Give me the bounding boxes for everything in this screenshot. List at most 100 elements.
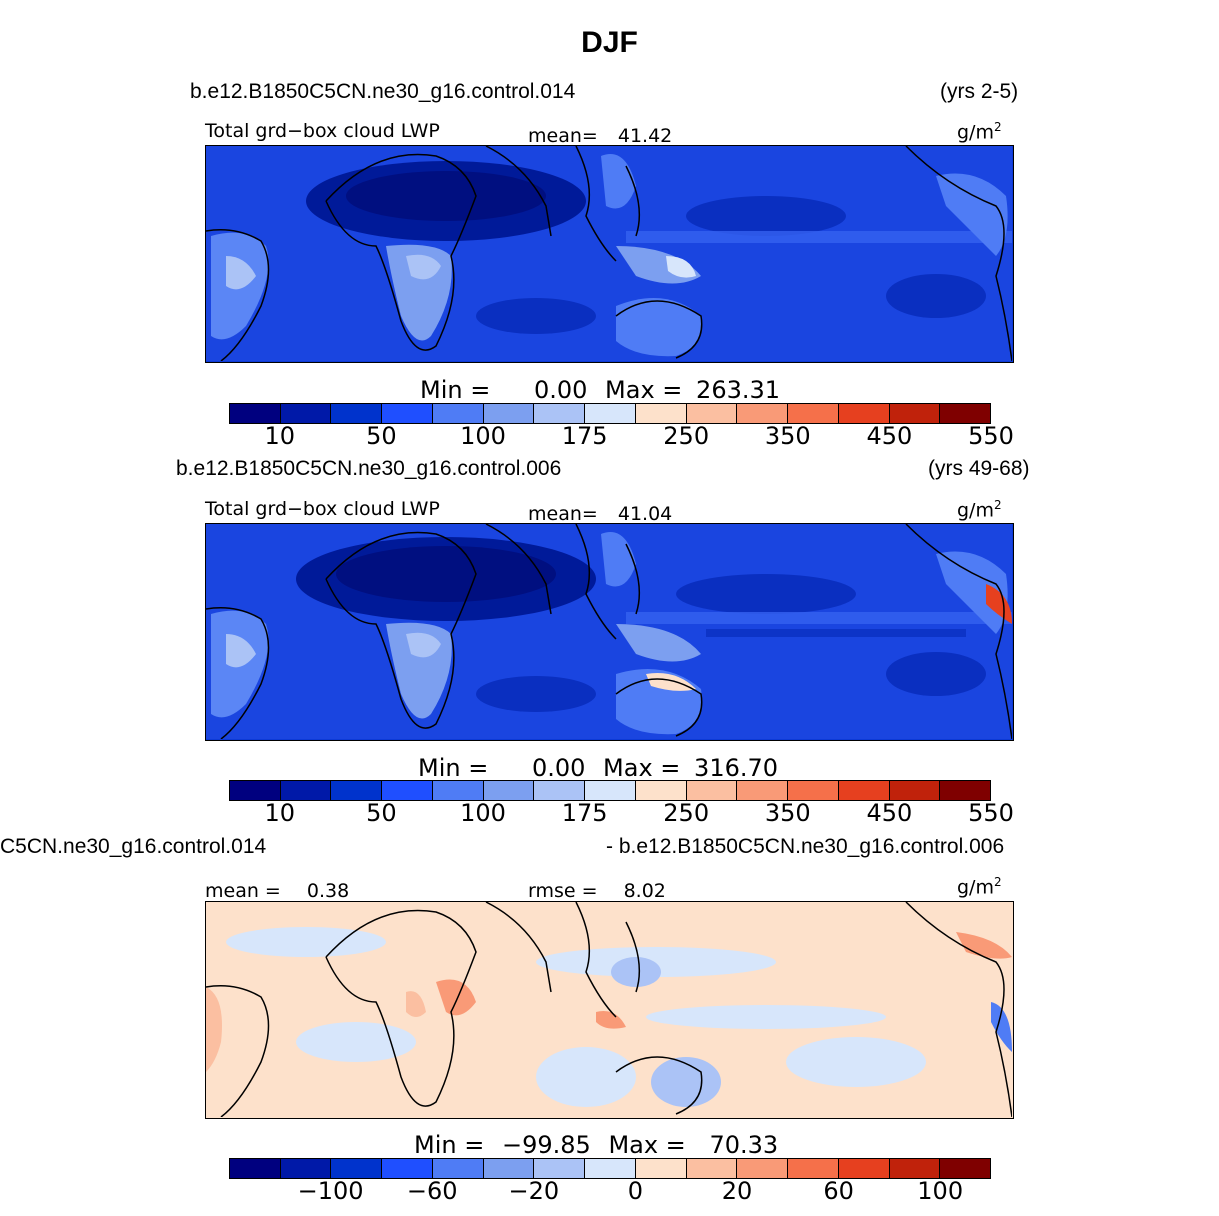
colorbar-tick-label: 50 bbox=[366, 422, 397, 450]
colorbar-box bbox=[230, 781, 281, 800]
panel2-units: g/m2 bbox=[957, 498, 1002, 521]
panel3-units-sup: 2 bbox=[993, 875, 1002, 889]
panel1-mean: mean= 41.42 bbox=[528, 125, 672, 147]
panel1-min-label: Min = bbox=[420, 376, 491, 404]
colorbar-box bbox=[331, 1159, 383, 1178]
panel3-min-max: Min = −99.85 Max = 70.33 bbox=[414, 1131, 778, 1159]
colorbar-box bbox=[940, 1159, 991, 1178]
colorbar-tick-label: 450 bbox=[866, 422, 913, 450]
panel1-units: g/m2 bbox=[957, 120, 1002, 143]
colorbar-tick-label: 20 bbox=[721, 1177, 753, 1205]
panel3-units: g/m2 bbox=[957, 875, 1002, 898]
panel1-colorbar bbox=[229, 403, 991, 424]
colorbar-box bbox=[331, 404, 383, 423]
panel1-map bbox=[205, 145, 1014, 363]
colorbar-tick-label: 175 bbox=[561, 422, 608, 450]
panel1-map-field bbox=[206, 146, 1013, 362]
colorbar-tick-label: 0 bbox=[627, 1177, 644, 1205]
colorbar-tick-label: 100 bbox=[460, 422, 506, 450]
colorbar-box bbox=[838, 1159, 890, 1178]
colorbar-box bbox=[280, 1159, 332, 1178]
panel1-units-base: g/m bbox=[957, 121, 994, 144]
colorbar-box bbox=[432, 1159, 484, 1178]
colorbar-tick-label: 550 bbox=[968, 799, 1014, 827]
panel3-mean-label: mean = bbox=[205, 880, 281, 902]
panel2-variable-label: Total grd−box cloud LWP bbox=[205, 498, 440, 520]
colorbar-box bbox=[889, 404, 941, 423]
colorbar-box bbox=[838, 781, 890, 800]
panel2-max-value: 316.70 bbox=[694, 754, 779, 782]
colorbar-box bbox=[635, 1159, 687, 1178]
panel1-max-value: 263.31 bbox=[696, 376, 781, 404]
panel2-colorbar bbox=[229, 780, 991, 801]
colorbar-box bbox=[737, 1159, 789, 1178]
colorbar-tick-label: 350 bbox=[764, 422, 811, 450]
colorbar-box bbox=[230, 404, 281, 423]
colorbar-box bbox=[737, 404, 789, 423]
panel3-case-name: C5CN.ne30_g16.control.014 bbox=[0, 835, 267, 858]
colorbar-box bbox=[382, 404, 433, 423]
colorbar-box bbox=[534, 404, 586, 423]
colorbar-box bbox=[940, 781, 991, 800]
colorbar-tick-label: 550 bbox=[968, 422, 1014, 450]
panel3-rmse-label: rmse = bbox=[528, 880, 598, 902]
panel3-max-label: Max = bbox=[608, 1131, 686, 1159]
panel2-map bbox=[205, 523, 1014, 741]
panel2-mean-label: mean= bbox=[528, 503, 598, 525]
colorbar-tick-label: 175 bbox=[561, 799, 608, 827]
colorbar-tick-label: 350 bbox=[764, 799, 811, 827]
colorbar-box bbox=[635, 404, 687, 423]
colorbar-tick-label: 450 bbox=[866, 799, 913, 827]
colorbar-box bbox=[940, 404, 991, 423]
panel3-units-base: g/m bbox=[957, 876, 994, 899]
colorbar-box bbox=[432, 781, 484, 800]
colorbar-box bbox=[737, 781, 789, 800]
colorbar-box bbox=[280, 404, 332, 423]
panel2-units-base: g/m bbox=[957, 499, 994, 522]
colorbar-tick-label: 10 bbox=[264, 422, 296, 450]
panel2-map-field bbox=[206, 524, 1013, 740]
colorbar-box bbox=[686, 404, 738, 423]
colorbar-tick-label: −100 bbox=[297, 1177, 364, 1205]
colorbar-box bbox=[889, 1159, 941, 1178]
panel3-colorbar bbox=[229, 1158, 991, 1179]
panel2-case-name: b.e12.B1850C5CN.ne30_g16.control.006 bbox=[176, 457, 562, 480]
colorbar-box bbox=[889, 781, 941, 800]
colorbar-box bbox=[788, 404, 839, 423]
colorbar-box bbox=[432, 404, 484, 423]
colorbar-tick-label: 60 bbox=[823, 1177, 854, 1205]
panel2-max-label: Max = bbox=[603, 754, 681, 782]
colorbar-tick-label: 100 bbox=[917, 1177, 964, 1205]
colorbar-tick-label: 50 bbox=[366, 799, 397, 827]
page-title: DJF bbox=[581, 26, 638, 59]
panel1-mean-label: mean= bbox=[528, 125, 598, 147]
panel3-rmse-value: 8.02 bbox=[623, 880, 666, 902]
colorbar-box bbox=[230, 1159, 281, 1178]
colorbar-tick-label: 250 bbox=[663, 422, 710, 450]
colorbar-box bbox=[483, 1159, 535, 1178]
panel3-map bbox=[205, 901, 1014, 1119]
colorbar-box bbox=[686, 1159, 738, 1178]
colorbar-box bbox=[838, 404, 890, 423]
panel2-mean: mean= 41.04 bbox=[528, 503, 672, 525]
panel2-min-max: Min = 0.00 Max = 316.70 bbox=[418, 754, 778, 782]
colorbar-tick-label: 10 bbox=[264, 799, 296, 827]
colorbar-box bbox=[534, 1159, 586, 1178]
colorbar-box bbox=[483, 404, 535, 423]
panel2-years: (yrs 49-68) bbox=[928, 457, 1030, 480]
panel2-min-label: Min = bbox=[418, 754, 489, 782]
colorbar-box bbox=[788, 1159, 839, 1178]
panel1-years: (yrs 2-5) bbox=[940, 80, 1019, 103]
panel1-units-sup: 2 bbox=[993, 120, 1002, 134]
panel3-mean: mean = 0.38 bbox=[205, 880, 349, 902]
panel3-max-value: 70.33 bbox=[709, 1131, 779, 1159]
panel2-mean-value: 41.04 bbox=[617, 503, 673, 525]
colorbar-box bbox=[788, 781, 839, 800]
panel2-min-value: 0.00 bbox=[531, 754, 586, 782]
colorbar-tick-label: −60 bbox=[406, 1177, 458, 1205]
panel1-max-label: Max = bbox=[605, 376, 683, 404]
colorbar-box bbox=[534, 781, 586, 800]
panel1-case-name: b.e12.B1850C5CN.ne30_g16.control.014 bbox=[190, 80, 576, 103]
colorbar-box bbox=[382, 1159, 433, 1178]
colorbar-tick-label: 250 bbox=[663, 799, 710, 827]
